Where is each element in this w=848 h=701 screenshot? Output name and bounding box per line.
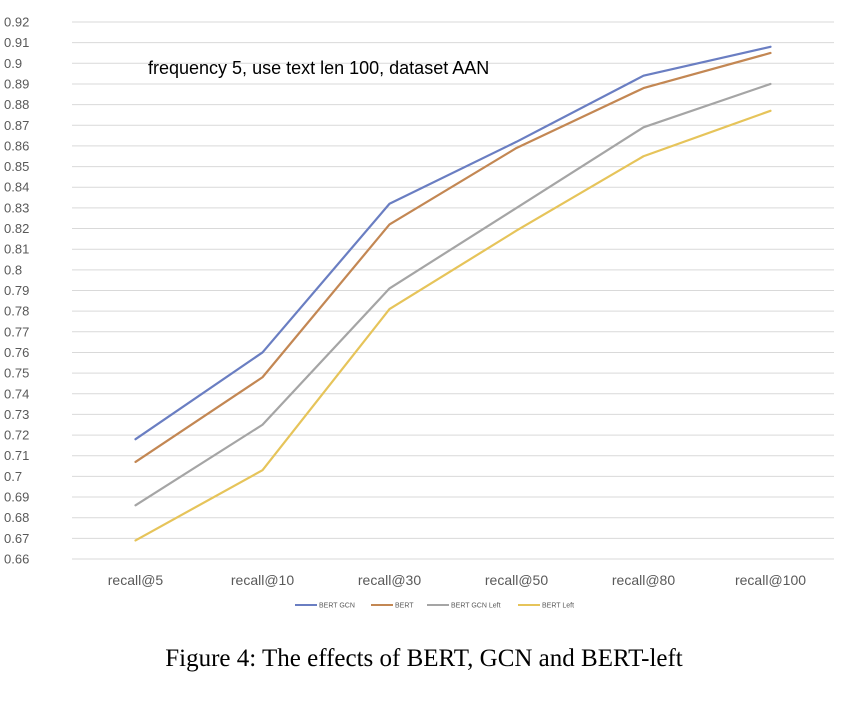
legend-label: BERT [395, 603, 414, 610]
x-axis-category-labels: recall@5 recall@10 recall@30 recall@50 recal… [108, 572, 806, 588]
legend-label: BERT Left [542, 603, 574, 610]
y-tick-label: 0.86 [4, 138, 29, 153]
y-tick-label: 0.89 [4, 76, 29, 91]
y-tick-label: 0.77 [4, 324, 29, 339]
legend-label: BERT GCN Left [451, 603, 501, 610]
y-tick-label: 0.67 [4, 531, 29, 546]
series-line-bert-gcn [134, 45, 772, 441]
series-line-bert [134, 51, 772, 464]
y-tick-label: 0.75 [4, 366, 29, 381]
y-tick-label: 0.79 [4, 283, 29, 298]
legend-label: BERT GCN [319, 603, 355, 610]
gridlines [72, 21, 834, 560]
y-tick-label: 0.76 [4, 345, 29, 360]
series-line-bert-left [134, 109, 772, 542]
y-tick-label: 0.91 [4, 35, 29, 50]
y-tick-label: 0.71 [4, 448, 29, 463]
y-tick-label: 0.81 [4, 242, 29, 257]
line-chart: 0.66 0.67 0.68 0.69 0.7 0.71 0.72 0.73 0.74 0.75 0… [4, 15, 834, 610]
y-tick-label: 0.9 [4, 56, 22, 71]
y-tick-label: 0.87 [4, 118, 29, 133]
legend: BERT GCN BERT BERT GCN Left BERT Left [295, 603, 574, 610]
y-tick-label: 0.84 [4, 180, 29, 195]
y-tick-label: 0.85 [4, 159, 29, 174]
y-tick-label: 0.66 [4, 552, 29, 567]
x-category-label: recall@5 [108, 572, 164, 588]
x-category-label: recall@10 [231, 572, 294, 588]
y-tick-label: 0.72 [4, 428, 29, 443]
x-category-label: recall@50 [485, 572, 548, 588]
x-category-label: recall@80 [612, 572, 675, 588]
figure-caption: Figure 4: The effects of BERT, GCN and B… [165, 645, 683, 672]
y-tick-label: 0.7 [4, 469, 22, 484]
y-tick-label: 0.88 [4, 97, 29, 112]
x-category-label: recall@100 [735, 572, 806, 588]
series-line-bert-gcn-left [134, 82, 772, 507]
y-tick-label: 0.68 [4, 510, 29, 525]
y-tick-label: 0.8 [4, 262, 22, 277]
y-tick-label: 0.92 [4, 15, 29, 30]
y-axis-tick-labels: 0.66 0.67 0.68 0.69 0.7 0.71 0.72 0.73 0.74 0.75 0… [4, 15, 29, 567]
y-tick-label: 0.69 [4, 490, 29, 505]
y-tick-label: 0.83 [4, 200, 29, 215]
y-tick-label: 0.78 [4, 304, 29, 319]
y-tick-label: 0.74 [4, 386, 29, 401]
y-tick-label: 0.73 [4, 407, 29, 422]
chart-annotation: frequency 5, use text len 100, dataset A… [148, 58, 489, 78]
series-lines [134, 45, 772, 542]
y-tick-label: 0.82 [4, 221, 29, 236]
x-category-label: recall@30 [358, 572, 421, 588]
